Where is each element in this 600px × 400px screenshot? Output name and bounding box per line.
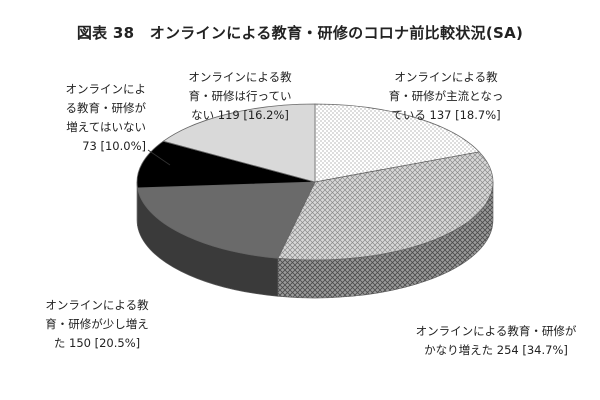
label-not-increased: オンラインによ る教育・研修が 増えてはいない 73 [10.0%] [65, 82, 147, 153]
label-mainstream: オンラインによる教 育・研修が主流となっ ている 137 [18.7%] [388, 70, 504, 122]
pie-slice-mainstream [314, 103, 480, 183]
label-not-conducted: オンラインによる教 育・研修は行ってい ない 119 [16.2%] [188, 70, 292, 122]
pie-slice-not-conducted [162, 103, 316, 183]
label-increased-greatly: オンラインによる教育・研修が かなり増えた 254 [34.7%] [415, 324, 577, 357]
pie-slice-increased-greatly [277, 151, 494, 261]
chart-title: 図表 38 オンラインによる教育・研修のコロナ前比較状況(SA) [76, 24, 524, 42]
leader-line-not-increased [147, 149, 171, 166]
pie-slice-not-increased [136, 140, 316, 189]
pie-slice-increased-slightly [137, 181, 316, 259]
label-increased-slightly: オンラインによる教 育・研修が少し増え た 150 [20.5%] [45, 298, 149, 350]
